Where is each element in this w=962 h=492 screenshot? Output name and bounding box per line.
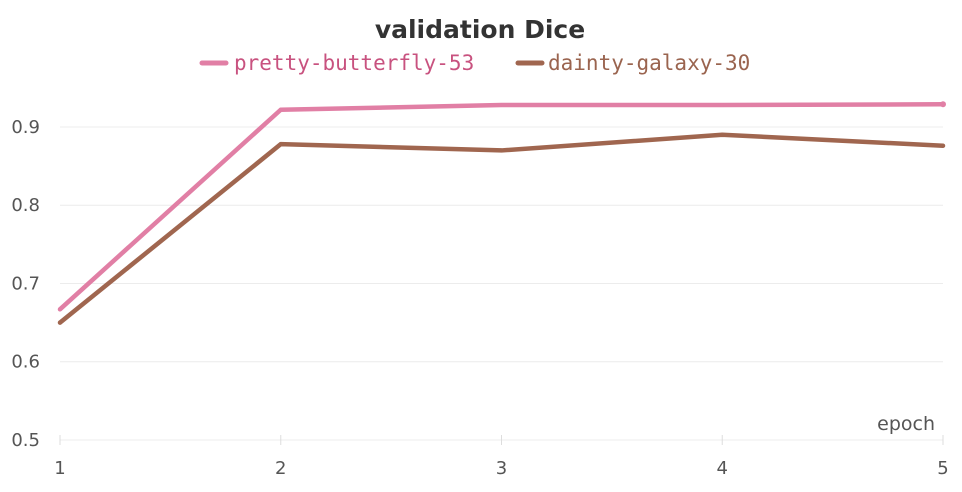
x-axis-label: epoch [877,413,935,435]
series-line-pretty-butterfly-53 [57,102,946,312]
x-tick-label: 4 [717,458,728,479]
y-tick-label: 0.5 [11,430,40,451]
x-tick-label: 1 [54,458,65,479]
data-point-pretty-butterfly-53-2 [278,107,283,112]
legend-label-dainty-galaxy-30: dainty-galaxy-30 [548,51,750,75]
x-tick-label: 2 [275,458,286,479]
y-tick-label: 0.8 [11,195,40,216]
data-point-pretty-butterfly-53-3 [499,103,504,108]
y-tick-label: 0.9 [11,117,40,138]
data-point-pretty-butterfly-53-5 [940,101,946,108]
y-tick-label: 0.7 [11,273,40,294]
plot-area [57,101,946,325]
data-point-dainty-galaxy-30-3 [499,148,504,153]
x-tick-label: 3 [496,458,507,479]
y-tick-label: 0.6 [11,352,40,373]
legend-label-pretty-butterfly-53: pretty-butterfly-53 [234,51,474,75]
x-axis: 1 2 3 4 5 [54,435,949,479]
data-point-pretty-butterfly-53-4 [720,103,725,108]
data-point-dainty-galaxy-30-1 [58,320,62,325]
legend: pretty-butterfly-53 dainty-galaxy-30 [199,51,750,75]
chart-title: validation Dice [375,15,585,44]
legend-item-dainty-galaxy-30[interactable]: dainty-galaxy-30 [515,51,750,75]
data-point-pretty-butterfly-53-1 [58,307,62,312]
data-point-dainty-galaxy-30-2 [278,142,283,147]
data-point-dainty-galaxy-30-5 [941,143,945,148]
legend-item-pretty-butterfly-53[interactable]: pretty-butterfly-53 [199,51,474,75]
series-line-dainty-galaxy-30 [57,132,946,325]
data-point-dainty-galaxy-30-4 [720,132,725,137]
x-tick-label: 5 [937,458,948,479]
gridlines [60,126,943,441]
y-axis: 0.5 0.6 0.7 0.8 0.9 [11,117,40,451]
